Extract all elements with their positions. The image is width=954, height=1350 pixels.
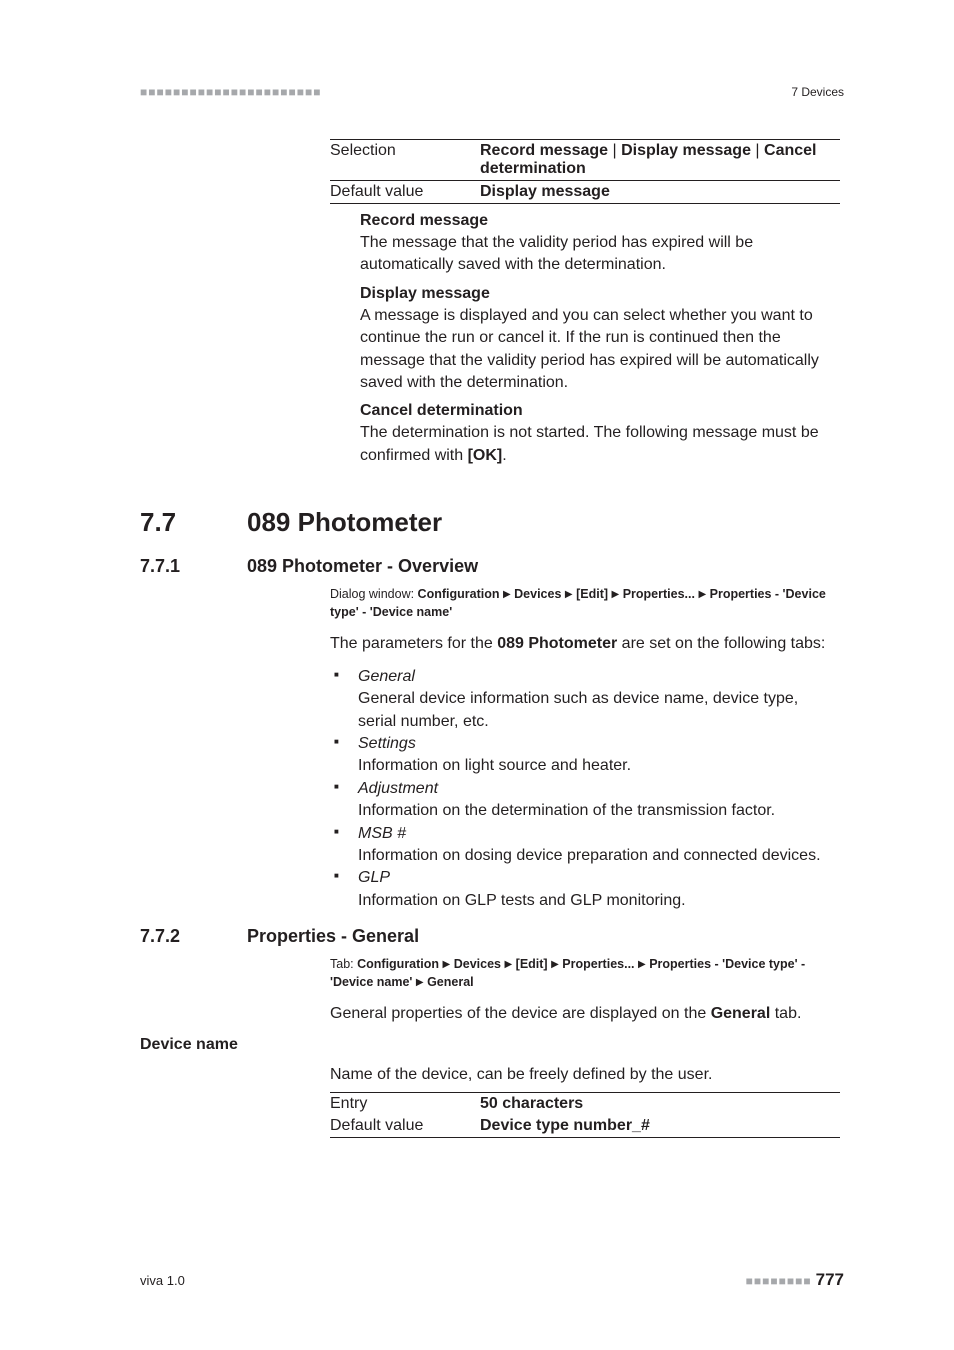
list-desc: Information on GLP tests and GLP monitor… bbox=[358, 892, 686, 909]
intro-post: are set on the following tabs: bbox=[617, 635, 825, 652]
page-number: 777 bbox=[816, 1270, 844, 1289]
divider bbox=[330, 203, 840, 204]
triangle-icon: ▶ bbox=[504, 959, 512, 970]
dialog-part: General bbox=[427, 975, 474, 989]
device-name-desc: Name of the device, can be freely define… bbox=[330, 1064, 840, 1086]
def-cancel-determination: Cancel determination The determination i… bbox=[360, 402, 840, 467]
dialog-part: Devices bbox=[514, 587, 561, 601]
dialog-prefix: Tab: bbox=[330, 957, 357, 971]
subsection-heading: 7.7.2 Properties - General bbox=[140, 926, 844, 947]
page-footer: viva 1.0 ■■■■■■■■ 777 bbox=[140, 1270, 844, 1290]
default-label: Default value bbox=[330, 183, 480, 201]
list-desc: Information on light source and heater. bbox=[358, 757, 631, 774]
list-desc: General device information such as devic… bbox=[358, 690, 798, 729]
dialog-part: Devices bbox=[454, 957, 501, 971]
dialog-part: Properties... bbox=[562, 957, 634, 971]
def-body: The determination is not started. The fo… bbox=[360, 422, 840, 467]
def-title: Cancel determination bbox=[360, 402, 840, 420]
default-value: Display message bbox=[480, 183, 840, 201]
dialog-part: Configuration bbox=[357, 957, 439, 971]
intro-paragraph: General properties of the device are dis… bbox=[330, 1003, 840, 1025]
selection-label: Selection bbox=[330, 142, 480, 160]
list-head: General bbox=[358, 668, 415, 685]
header-dots: ■■■■■■■■■■■■■■■■■■■■■■ bbox=[140, 85, 321, 99]
subsection-number: 7.7.1 bbox=[140, 556, 247, 577]
dialog-prefix: Dialog window: bbox=[330, 587, 418, 601]
list-item: General General device information such a… bbox=[330, 666, 840, 733]
header-section-label: 7 Devices bbox=[791, 85, 844, 99]
list-item: Adjustment Information on the determinati… bbox=[330, 778, 840, 823]
triangle-icon: ▶ bbox=[612, 589, 620, 600]
def-body-bold: [OK] bbox=[468, 447, 503, 464]
def-body-pre: The determination is not started. The fo… bbox=[360, 424, 819, 463]
subsection-number: 7.7.2 bbox=[140, 926, 247, 947]
def-body: A message is displayed and you can selec… bbox=[360, 305, 840, 395]
intro-paragraph: The parameters for the 089 Photometer ar… bbox=[330, 633, 840, 655]
def-title: Record message bbox=[360, 212, 840, 230]
entry-label: Entry bbox=[330, 1095, 480, 1113]
dialog-path: Dialog window: Configuration ▶ Devices ▶… bbox=[330, 585, 840, 621]
def-display-message: Display message A message is displayed a… bbox=[360, 285, 840, 395]
list-head: GLP bbox=[358, 869, 390, 886]
selection-opt-1: Record message bbox=[480, 142, 608, 159]
list-head: Settings bbox=[358, 735, 416, 752]
intro-pre: The parameters for the bbox=[330, 635, 497, 652]
dialog-part: [Edit] bbox=[516, 957, 548, 971]
default-label: Default value bbox=[330, 1117, 480, 1135]
triangle-icon: ▶ bbox=[416, 977, 424, 988]
section-number: 7.7 bbox=[140, 507, 247, 538]
triangle-icon: ▶ bbox=[638, 959, 646, 970]
def-body-post: . bbox=[502, 447, 506, 464]
intro-bold: General bbox=[711, 1005, 771, 1022]
subsection-title: Properties - General bbox=[247, 926, 419, 947]
dialog-part: Configuration bbox=[418, 587, 500, 601]
list-head: MSB # bbox=[358, 825, 406, 842]
list-head: Adjustment bbox=[358, 780, 438, 797]
list-item: Settings Information on light source and … bbox=[330, 733, 840, 778]
dialog-path: Tab: Configuration ▶ Devices ▶ [Edit] ▶ … bbox=[330, 955, 840, 991]
page-header: ■■■■■■■■■■■■■■■■■■■■■■ 7 Devices bbox=[140, 85, 844, 99]
triangle-icon: ▶ bbox=[698, 589, 706, 600]
device-name-heading: Device name bbox=[140, 1036, 844, 1054]
selection-opt-2: Display message bbox=[621, 142, 751, 159]
def-record-message: Record message The message that the vali… bbox=[360, 212, 840, 277]
selection-value: Record message | Display message | Cance… bbox=[480, 142, 840, 178]
divider bbox=[330, 1137, 840, 1138]
dialog-part: [Edit] bbox=[576, 587, 608, 601]
def-title: Display message bbox=[360, 285, 840, 303]
list-desc: Information on dosing device preparation… bbox=[358, 847, 821, 864]
triangle-icon: ▶ bbox=[503, 589, 511, 600]
intro-bold: 089 Photometer bbox=[497, 635, 617, 652]
top-table: Selection Record message | Display messa… bbox=[330, 139, 840, 467]
triangle-icon: ▶ bbox=[443, 959, 451, 970]
list-desc: Information on the determination of the … bbox=[358, 802, 775, 819]
triangle-icon: ▶ bbox=[565, 589, 573, 600]
subsection-heading: 7.7.1 089 Photometer - Overview bbox=[140, 556, 844, 577]
list-item: MSB # Information on dosing device prepar… bbox=[330, 823, 840, 868]
footer-left: viva 1.0 bbox=[140, 1273, 185, 1288]
triangle-icon: ▶ bbox=[551, 959, 559, 970]
list-item: GLP Information on GLP tests and GLP moni… bbox=[330, 867, 840, 912]
section-title: 089 Photometer bbox=[247, 507, 442, 538]
section-heading: 7.7 089 Photometer bbox=[140, 507, 844, 538]
dialog-part: Properties... bbox=[623, 587, 695, 601]
entry-value: 50 characters bbox=[480, 1095, 840, 1113]
subsection-title: 089 Photometer - Overview bbox=[247, 556, 478, 577]
intro-pre: General properties of the device are dis… bbox=[330, 1005, 711, 1022]
def-body: The message that the validity period has… bbox=[360, 232, 840, 277]
footer-right: ■■■■■■■■ 777 bbox=[746, 1270, 844, 1290]
footer-dots: ■■■■■■■■ bbox=[746, 1274, 812, 1288]
tabs-bullet-list: General General device information such a… bbox=[330, 666, 840, 912]
default-value: Device type number_# bbox=[480, 1117, 840, 1135]
intro-post: tab. bbox=[770, 1005, 801, 1022]
